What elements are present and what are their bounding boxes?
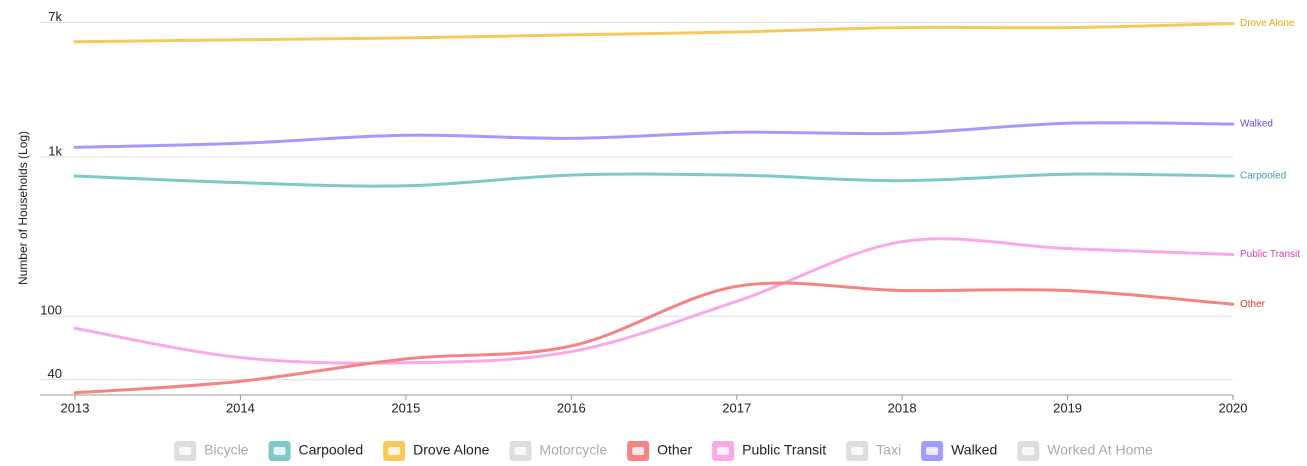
y-tick-label: 40 [48, 366, 62, 381]
y-tick-label: 1k [48, 143, 62, 158]
legend-label: Carpooled [299, 442, 364, 458]
series-end-label: Public Transit [1240, 249, 1300, 260]
legend-label: Taxi [876, 442, 901, 458]
x-tick-label: 2015 [391, 400, 420, 415]
legend-label: Bicycle [204, 442, 249, 458]
series-line [73, 172, 1235, 188]
series-line [73, 281, 1235, 395]
legend-label: Other [657, 442, 692, 458]
legend-label: Public Transit [742, 442, 826, 458]
series-line [73, 21, 1235, 44]
x-tick-label: 2013 [61, 400, 90, 415]
legend-icon-glyph [926, 447, 939, 455]
legend: Bicycle Carpooled Drove Alone Motorcycle Oth… [174, 441, 1153, 461]
legend-icon-glyph [717, 447, 730, 455]
legend-item[interactable]: Worked At Home [1017, 441, 1153, 461]
legend-icon-glyph [514, 447, 527, 455]
legend-icon-glyph [632, 447, 645, 455]
y-axis-label: Number of Households (Log) [16, 131, 30, 285]
y-tick-label: 100 [40, 303, 62, 318]
legend-icon-glyph [179, 447, 192, 455]
series-end-label: Walked [1240, 119, 1273, 130]
legend-item[interactable]: Taxi [846, 441, 901, 461]
x-tick-label: 2017 [722, 400, 751, 415]
legend-label: Worked At Home [1047, 442, 1153, 458]
series-end-label: Other [1240, 299, 1266, 310]
series-end-label: Carpooled [1240, 171, 1286, 182]
legend-item[interactable]: Carpooled [268, 441, 364, 461]
x-tick-label: 2016 [557, 400, 586, 415]
legend-label: Motorcycle [539, 442, 607, 458]
x-tick-label: 2014 [226, 400, 255, 415]
legend-label: Walked [951, 442, 997, 458]
series-line [73, 121, 1235, 149]
series-end-label: Drove Alone [1240, 18, 1295, 29]
legend-label: Drove Alone [413, 442, 489, 458]
x-tick-label: 2020 [1219, 400, 1248, 415]
legend-item[interactable]: Bicycle [174, 441, 249, 461]
legend-item[interactable]: Motorcycle [509, 441, 607, 461]
legend-icon-glyph [273, 447, 286, 455]
legend-icon-glyph [388, 447, 401, 455]
y-tick-label: 7k [48, 9, 62, 24]
legend-icon-glyph [851, 447, 864, 455]
legend-item[interactable]: Walked [921, 441, 997, 461]
x-tick-label: 2019 [1053, 400, 1082, 415]
legend-icon-glyph [1022, 447, 1035, 455]
legend-item[interactable]: Other [627, 441, 692, 461]
series-line [73, 237, 1235, 365]
x-tick-label: 2018 [888, 400, 917, 415]
legend-item[interactable]: Drove Alone [383, 441, 490, 461]
legend-item[interactable]: Public Transit [712, 441, 826, 461]
